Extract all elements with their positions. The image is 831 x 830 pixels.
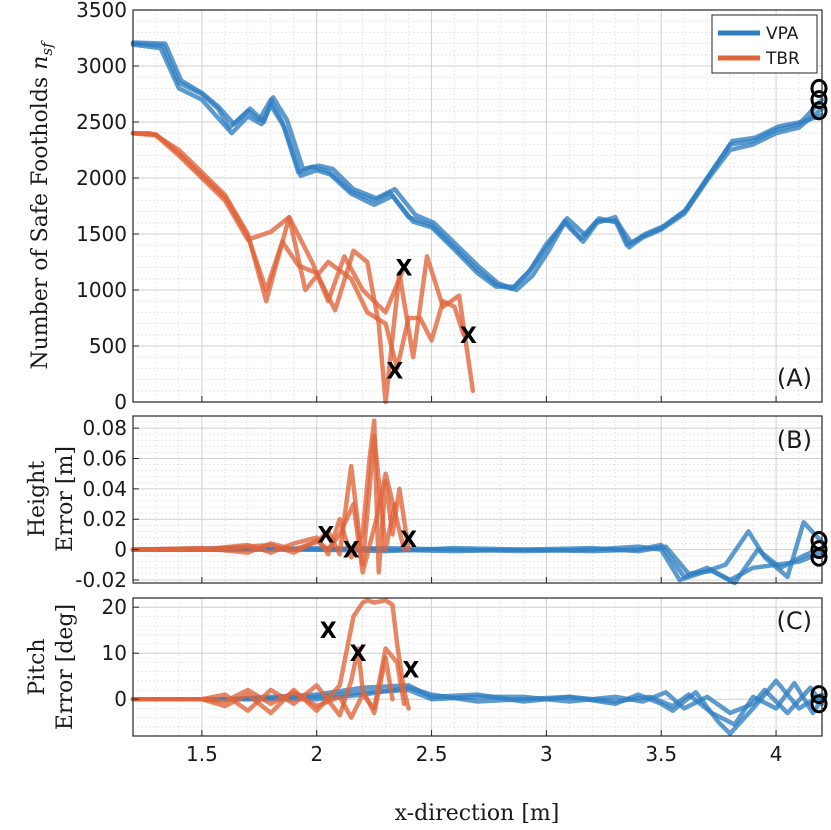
failure-marker-x: X <box>386 360 403 385</box>
panel-b-frame <box>132 415 823 584</box>
goal-marker-o <box>810 685 828 705</box>
y-tick-label: 3000 <box>76 54 127 78</box>
y-tick-label: 500 <box>89 334 127 358</box>
panel-b-area <box>133 416 822 583</box>
series-line-tbr-run-1 <box>130 418 411 575</box>
legend: VPA TBR <box>711 14 818 74</box>
x-tick-label: 2.5 <box>416 742 448 766</box>
panel-b-yticks: -0.02 0 0.02 0.04 0.06 0.08 <box>75 416 777 592</box>
panel-a-series <box>130 40 825 405</box>
y-tick-label: 0 <box>114 390 127 414</box>
failure-marker-x: X <box>350 642 367 667</box>
goal-marker-o <box>810 540 828 560</box>
x-tick-label: 2 <box>310 742 323 766</box>
panel-a-ylabel-subscript: sf <box>38 40 56 56</box>
x-axis-label: x-direction [m] <box>395 801 560 826</box>
panel-b-label: (B) <box>777 426 812 454</box>
panel-b-ylabel-line2: Error [m] <box>53 446 78 552</box>
panel-a-yticks: 0 500 1000 1500 2000 2500 3000 3500 <box>76 0 777 414</box>
panel-a-markers: X X X <box>386 78 828 385</box>
x-tick-label: 4 <box>770 742 783 766</box>
y-tick-label: -0.02 <box>75 568 127 592</box>
panel-a-ylabel-symbol: n <box>28 56 53 70</box>
y-tick-label: 1500 <box>76 222 127 246</box>
legend-vpa-label: VPA <box>766 24 799 44</box>
goal-marker-o <box>810 78 828 98</box>
goal-marker-o <box>810 547 828 567</box>
series-line-tbr-run-1 <box>130 598 411 716</box>
goal-marker-o <box>810 90 828 110</box>
series-line-vpa-run-3 <box>130 680 825 727</box>
legend-tbr-label: TBR <box>765 49 800 69</box>
panel-b-ylabel-line1: Height <box>25 461 50 537</box>
panel-c-label: (C) <box>777 607 812 635</box>
failure-marker-x: X <box>317 523 334 548</box>
panel-c-ylabel-line2: Error [deg] <box>53 604 78 730</box>
panel-b-grid <box>133 416 822 583</box>
series-line-tbr-run-2 <box>130 433 398 568</box>
goal-marker-o <box>810 101 828 121</box>
failure-marker-x: X <box>460 324 477 349</box>
failure-marker-x: X <box>402 658 419 683</box>
y-tick-label: 10 <box>102 641 127 665</box>
panel-c-yticks: 0 10 20 <box>102 595 777 736</box>
failure-marker-x: X <box>320 619 337 644</box>
panel-a-label: (A) <box>777 364 812 392</box>
failure-marker-x: X <box>400 528 417 553</box>
panel-c-ylabel-line1: Pitch <box>25 638 50 695</box>
series-line-vpa-run-3 <box>130 40 825 293</box>
panel-c-markers: XXX <box>320 619 828 714</box>
panel-a-ylabel-text: Number of Safe Footholds <box>28 70 53 370</box>
panel-c-series <box>130 598 825 736</box>
series-line-tbr-run-3 <box>130 646 407 720</box>
legend-box <box>711 14 818 74</box>
y-tick-label: 3500 <box>76 0 127 22</box>
failure-marker-x: X <box>343 539 360 564</box>
y-tick-label: 20 <box>102 595 127 619</box>
y-tick-label: 2000 <box>76 166 127 190</box>
y-tick-label: 0.06 <box>82 447 127 471</box>
y-tick-label: 2500 <box>76 110 127 134</box>
x-tick-label: 3.5 <box>645 742 677 766</box>
series-line-tbr-run-3 <box>130 471 407 575</box>
y-tick-label: 1000 <box>76 278 127 302</box>
failure-marker-x: X <box>396 257 413 282</box>
x-axis-ticks: 1.5 2 2.5 3 3.5 4 <box>186 742 782 766</box>
y-tick-label: 0.08 <box>82 416 127 440</box>
y-tick-label: 0.04 <box>82 477 127 501</box>
y-tick-label: 0.02 <box>82 507 127 531</box>
panel-b-series <box>130 418 825 586</box>
x-tick-label: 1.5 <box>186 742 218 766</box>
y-tick-label: 0 <box>114 687 127 711</box>
x-tick-label: 3 <box>540 742 553 766</box>
goal-marker-o <box>810 694 828 714</box>
panel-b-markers: XX X <box>317 523 828 567</box>
panel-a-ylabel: Number of Safe Footholds nsf <box>28 40 56 370</box>
panel-c-frame <box>132 597 823 737</box>
panel-a: X X X 0 500 1000 1500 2000 2500 3000 3500 (A) VPA… <box>28 0 828 414</box>
series-line-tbr-run-3 <box>130 130 476 405</box>
panel-a-frame <box>132 9 823 403</box>
y-tick-label: 0 <box>114 538 127 562</box>
